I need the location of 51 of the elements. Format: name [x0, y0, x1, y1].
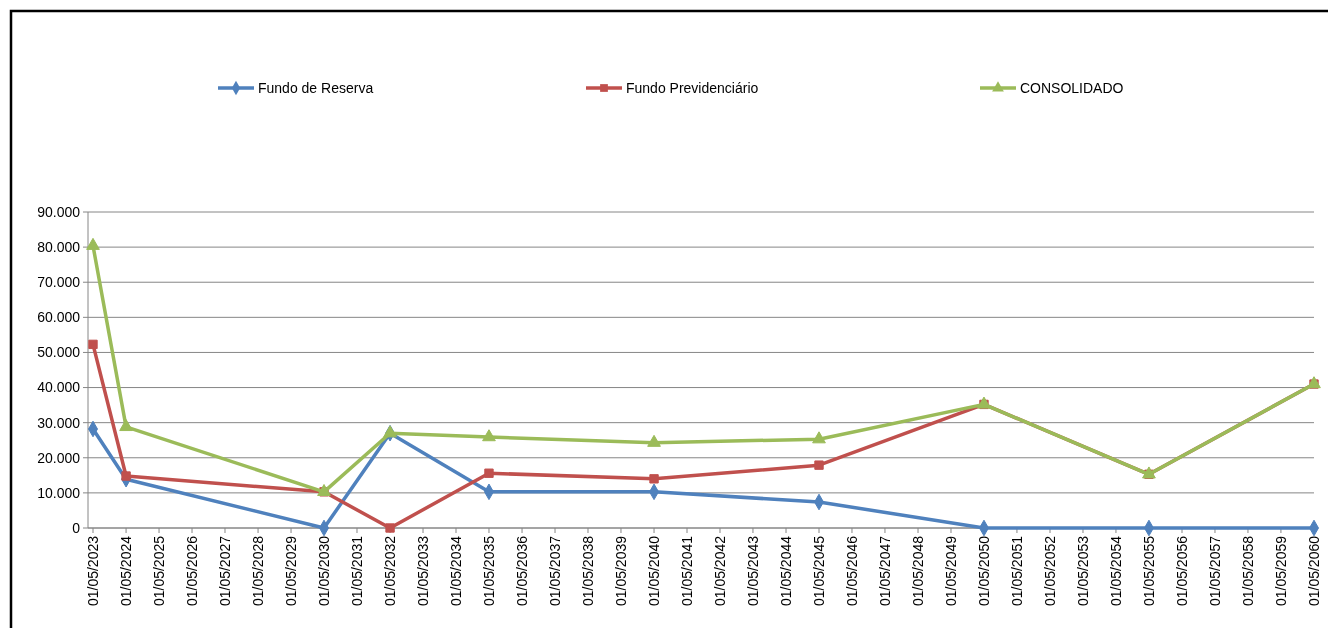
x-tick-label: 01/05/2052: [1041, 535, 1058, 607]
x-tick-label: 01/05/2046: [843, 535, 860, 607]
y-tick-label: 10.000: [37, 484, 81, 501]
legend-label: Fundo Previdenciário: [626, 79, 759, 96]
x-tick-label: 01/05/2027: [216, 535, 233, 607]
x-tick-label: 01/05/2035: [480, 535, 497, 607]
legend-label: Fundo de Reserva: [258, 79, 374, 96]
x-tick-label: 01/05/2024: [117, 535, 134, 607]
x-tick-label: 01/05/2054: [1107, 535, 1124, 607]
x-tick-label: 01/05/2051: [1008, 535, 1025, 607]
y-tick-label: 40.000: [37, 379, 81, 396]
x-tick-label: 01/05/2031: [348, 535, 365, 607]
legend-label: CONSOLIDADO: [1020, 79, 1124, 96]
x-tick-label: 01/05/2045: [810, 535, 827, 607]
x-tick-label: 01/05/2049: [942, 535, 959, 607]
y-tick-label: 0: [72, 519, 81, 536]
x-tick-label: 01/05/2048: [909, 535, 926, 607]
x-tick-label: 01/05/2025: [150, 535, 167, 607]
x-tick-label: 01/05/2040: [645, 535, 662, 607]
x-tick-label: 01/05/2057: [1206, 535, 1223, 607]
y-tick-label: 60.000: [37, 309, 81, 326]
x-tick-label: 01/05/2056: [1173, 535, 1190, 607]
x-tick-label: 01/05/2033: [414, 535, 431, 607]
x-tick-label: 01/05/2047: [876, 535, 893, 607]
y-tick-label: 30.000: [37, 414, 81, 431]
x-tick-label: 01/05/2023: [84, 535, 101, 607]
x-tick-label: 01/05/2034: [447, 535, 464, 607]
y-tick-label: 90.000: [37, 203, 81, 220]
y-tick-label: 80.000: [37, 239, 81, 256]
x-tick-label: 01/05/2028: [249, 535, 266, 607]
x-tick-label: 01/05/2026: [183, 535, 200, 607]
x-tick-label: 01/05/2038: [579, 535, 596, 607]
x-tick-label: 01/05/2060: [1305, 535, 1322, 607]
y-tick-label: 20.000: [37, 449, 81, 466]
x-tick-label: 01/05/2058: [1239, 535, 1256, 607]
y-tick-label: 70.000: [37, 274, 81, 291]
y-tick-label: 50.000: [37, 344, 81, 361]
x-tick-label: 01/05/2039: [612, 535, 629, 607]
x-tick-label: 01/05/2036: [513, 535, 530, 607]
x-tick-label: 01/05/2043: [744, 535, 761, 607]
x-tick-label: 01/05/2055: [1140, 535, 1157, 607]
x-tick-label: 01/05/2050: [975, 535, 992, 607]
x-tick-label: 01/05/2059: [1272, 535, 1289, 607]
x-tick-label: 01/05/2030: [315, 535, 332, 607]
x-tick-label: 01/05/2029: [282, 535, 299, 607]
x-tick-label: 01/05/2044: [777, 535, 794, 607]
x-tick-label: 01/05/2042: [711, 535, 728, 607]
x-tick-label: 01/05/2032: [381, 535, 398, 607]
x-tick-label: 01/05/2037: [546, 535, 563, 607]
x-tick-label: 01/05/2041: [678, 535, 695, 607]
x-tick-label: 01/05/2053: [1074, 535, 1091, 607]
